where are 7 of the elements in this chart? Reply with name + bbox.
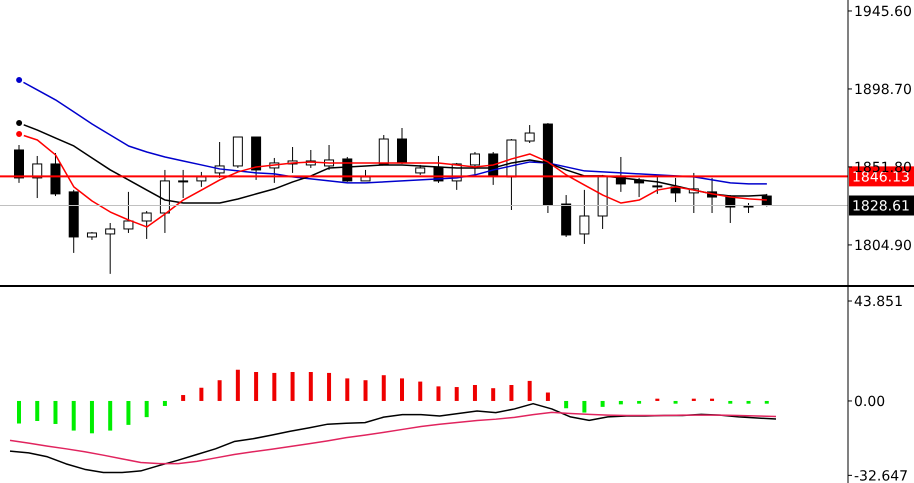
ref-line-label: 1828.61: [852, 198, 910, 215]
y-tick-label: 0.00: [854, 394, 886, 410]
y-tick-label: 1945.60: [854, 4, 912, 20]
y-tick-label: 1804.90: [854, 238, 912, 254]
y-tick-label: 1898.70: [854, 82, 912, 98]
y-tick-label: 43.851: [854, 294, 903, 310]
y-tick-label: -32.647: [854, 468, 908, 483]
